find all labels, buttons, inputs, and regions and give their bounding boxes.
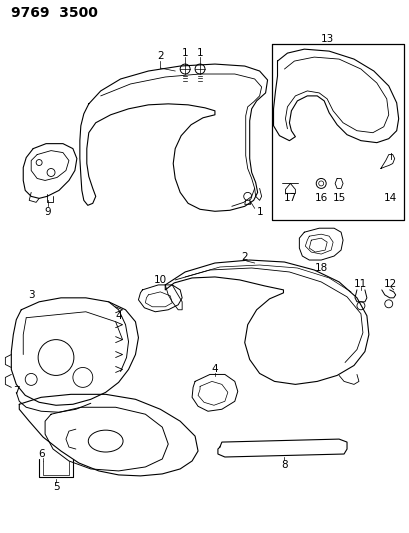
Text: 2: 2	[241, 252, 247, 262]
Text: 14: 14	[383, 193, 396, 204]
Text: 8: 8	[281, 460, 287, 470]
Text: 6: 6	[38, 449, 44, 459]
Text: 12: 12	[383, 279, 396, 289]
Text: 2: 2	[157, 51, 163, 61]
Text: 15: 15	[332, 193, 345, 204]
Text: 7: 7	[13, 386, 20, 397]
Text: 4: 4	[115, 311, 121, 321]
Text: 4: 4	[211, 365, 218, 375]
Text: 9769  3500: 9769 3500	[11, 6, 98, 20]
Text: 16: 16	[314, 193, 327, 204]
Text: 18: 18	[314, 263, 327, 273]
Text: 1: 1	[256, 207, 262, 217]
Text: 1: 1	[196, 48, 203, 58]
Text: 9: 9	[45, 207, 51, 217]
Text: 11: 11	[353, 279, 366, 289]
Text: 1: 1	[181, 48, 188, 58]
Text: 10: 10	[153, 275, 166, 285]
Text: 17: 17	[283, 193, 296, 204]
Text: 13: 13	[320, 34, 333, 44]
Text: 3: 3	[28, 290, 34, 300]
Text: 5: 5	[53, 482, 59, 492]
